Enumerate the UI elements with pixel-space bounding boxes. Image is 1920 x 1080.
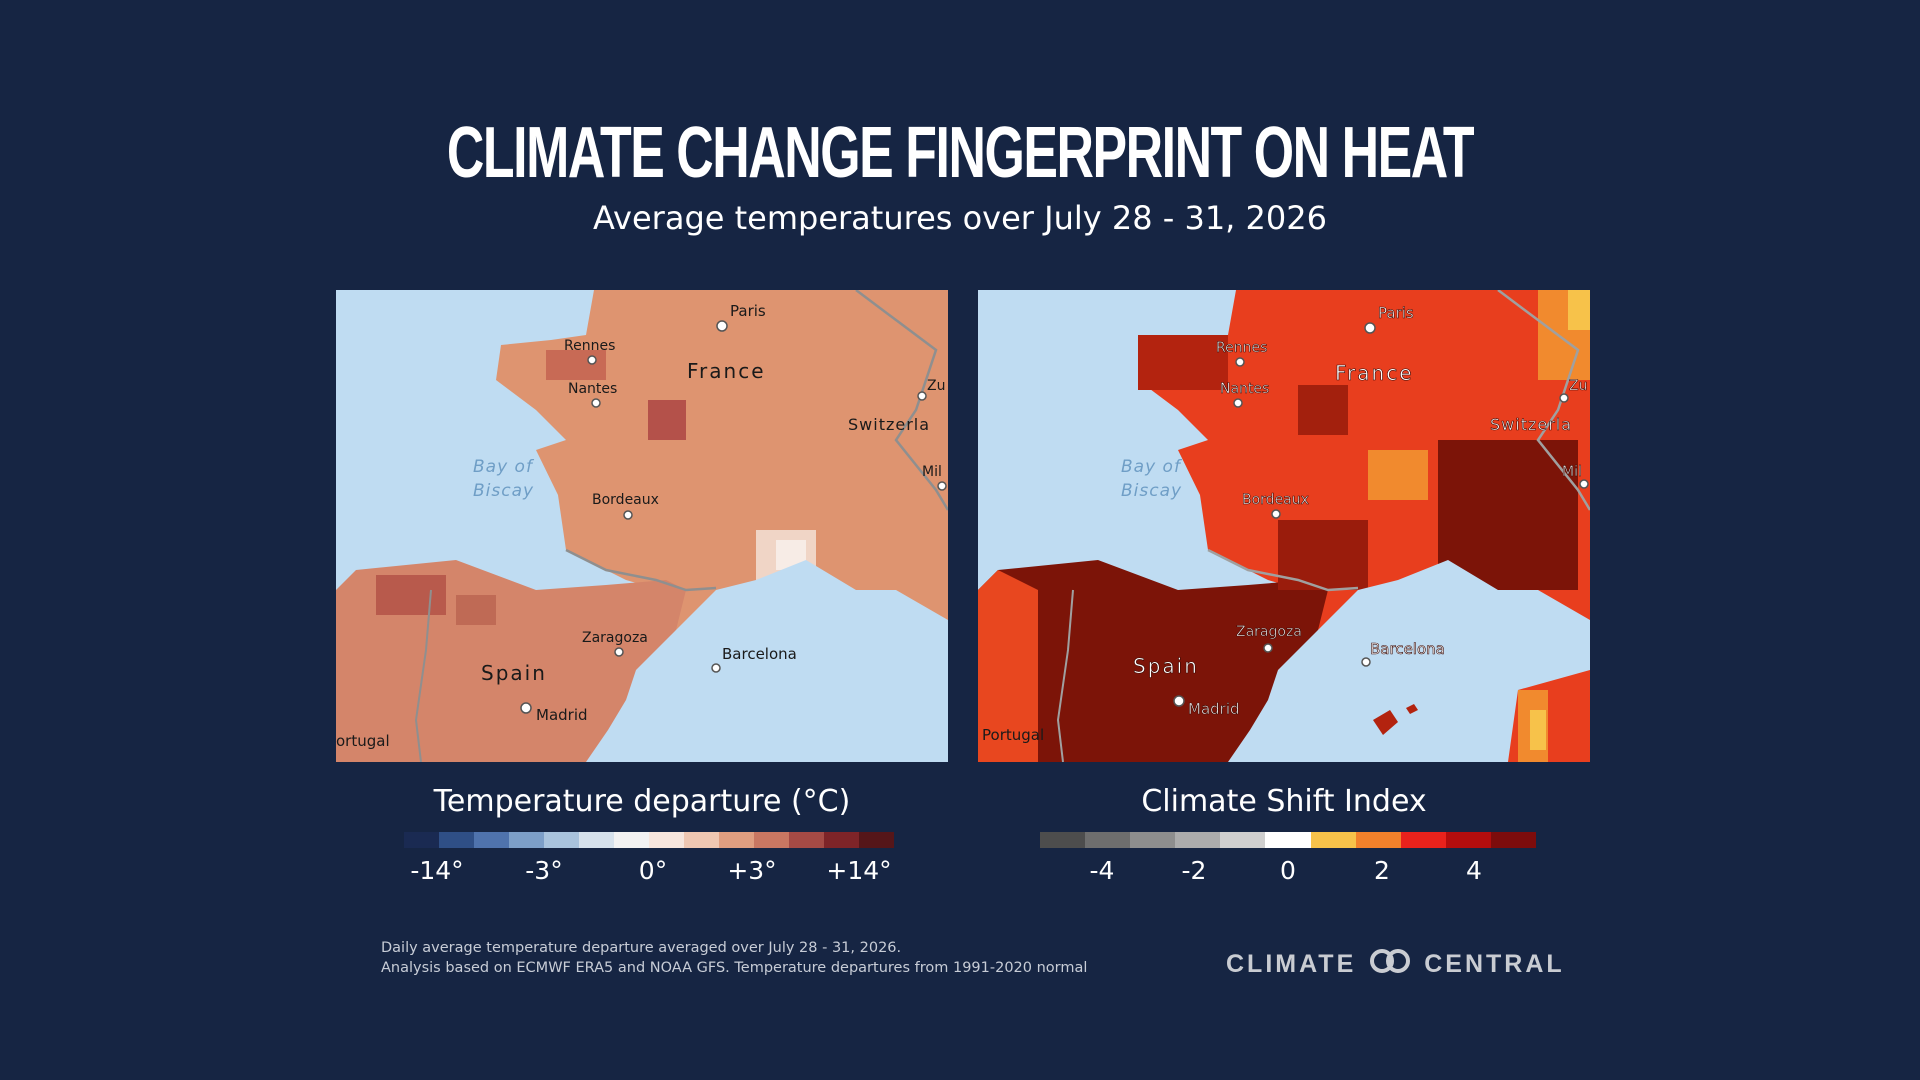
label-bordeaux: Bordeaux bbox=[592, 492, 659, 508]
legend-color-swatch bbox=[474, 832, 509, 848]
mediterranean-sea bbox=[608, 560, 948, 762]
label-zaragoza: Zaragoza bbox=[1236, 624, 1302, 640]
legend-color-swatch bbox=[1490, 832, 1537, 848]
legend-temperature-colorbar bbox=[404, 832, 894, 848]
label-bay-of: Bay of bbox=[473, 457, 535, 477]
legend-color-swatch bbox=[614, 832, 649, 848]
temperature-departure-map: Paris Rennes France Nantes Switzerla Zu … bbox=[336, 290, 948, 762]
label-barcelona: Barcelona bbox=[1370, 640, 1445, 658]
legend-csi-title: Climate Shift Index bbox=[1141, 784, 1427, 819]
legend-color-swatch bbox=[1040, 832, 1086, 848]
legend-color-swatch bbox=[1085, 832, 1131, 848]
legend-color-swatch bbox=[789, 832, 824, 848]
label-switzerland: Switzerla bbox=[1490, 415, 1572, 434]
legend-temperature-tick: +14° bbox=[826, 856, 892, 885]
legend-color-swatch bbox=[439, 832, 474, 848]
label-portugal: Portugal bbox=[982, 726, 1044, 744]
legend-color-swatch bbox=[1400, 832, 1446, 848]
legend-color-swatch bbox=[1355, 832, 1401, 848]
legend-color-swatch bbox=[509, 832, 544, 848]
legend-color-swatch bbox=[1265, 832, 1311, 848]
climate-central-logo: CLIMATE CENTRAL bbox=[1226, 948, 1565, 981]
legend-color-swatch bbox=[649, 832, 684, 848]
climate-shift-index-map: Paris Rennes France Nantes Switzerla Zu … bbox=[978, 290, 1590, 762]
label-switzerland: Switzerla bbox=[848, 415, 930, 434]
legend-temperature-tick: -14° bbox=[410, 856, 464, 885]
legend-csi-tick: -2 bbox=[1181, 856, 1207, 885]
label-portugal: ortugal bbox=[336, 732, 390, 750]
label-france: France bbox=[687, 359, 766, 383]
label-barcelona: Barcelona bbox=[722, 645, 797, 663]
legend-color-swatch bbox=[1220, 832, 1266, 848]
label-nantes: Nantes bbox=[1220, 381, 1269, 397]
legend-color-swatch bbox=[719, 832, 754, 848]
label-rennes: Rennes bbox=[1216, 340, 1267, 356]
label-france: France bbox=[1335, 361, 1414, 385]
logo-text-left: CLIMATE bbox=[1226, 950, 1357, 978]
label-spain: Spain bbox=[1133, 654, 1199, 678]
legend-csi-tick: 2 bbox=[1374, 856, 1390, 885]
legend-color-swatch bbox=[1310, 832, 1356, 848]
footnote-line-1: Daily average temperature departure aver… bbox=[381, 940, 902, 956]
footnote: Daily average temperature departure aver… bbox=[381, 938, 1087, 978]
label-bordeaux: Bordeaux bbox=[1242, 492, 1309, 508]
legend-csi-tick: 0 bbox=[1280, 856, 1296, 885]
label-spain: Spain bbox=[481, 661, 547, 685]
label-bay-of: Bay of bbox=[1121, 457, 1183, 477]
page-subtitle: Average temperatures over July 28 - 31, … bbox=[593, 199, 1327, 237]
legend-color-swatch bbox=[544, 832, 579, 848]
legend-color-swatch bbox=[824, 832, 859, 848]
label-milan: Mil bbox=[1562, 464, 1582, 480]
iberia-land bbox=[978, 560, 1328, 762]
legend-color-swatch bbox=[1175, 832, 1221, 848]
legend-color-swatch bbox=[1445, 832, 1491, 848]
label-paris: Paris bbox=[1378, 304, 1414, 322]
legend-temperature-tick: -3° bbox=[525, 856, 563, 885]
legend-csi-tick: -4 bbox=[1089, 856, 1115, 885]
legend-temperature-title: Temperature departure (°C) bbox=[433, 784, 851, 819]
label-zurich: Zu bbox=[927, 378, 945, 394]
page-title: CLIMATE CHANGE FINGERPRINT ON HEAT bbox=[446, 113, 1475, 193]
label-biscay: Biscay bbox=[473, 481, 534, 501]
label-paris: Paris bbox=[730, 302, 766, 320]
mediterranean-sea bbox=[1250, 560, 1590, 762]
logo-rings-icon bbox=[1366, 948, 1414, 981]
label-zaragoza: Zaragoza bbox=[582, 630, 648, 646]
label-madrid: Madrid bbox=[536, 706, 588, 724]
legend-csi-tick: 4 bbox=[1466, 856, 1482, 885]
legend-color-swatch bbox=[859, 832, 894, 848]
legend-temperature-tick: +3° bbox=[727, 856, 777, 885]
label-madrid: Madrid bbox=[1188, 700, 1240, 718]
legend-color-swatch bbox=[404, 832, 439, 848]
footnote-line-2: Analysis based on ECMWF ERA5 and NOAA GF… bbox=[381, 960, 1088, 976]
legend-color-swatch bbox=[579, 832, 614, 848]
label-milan: Mil bbox=[922, 464, 942, 480]
legend-csi-colorbar bbox=[1040, 832, 1537, 848]
label-nantes: Nantes bbox=[568, 381, 617, 397]
legend-color-swatch bbox=[754, 832, 789, 848]
logo-text-right: CENTRAL bbox=[1424, 950, 1565, 978]
legend-temperature-tick: 0° bbox=[638, 856, 668, 885]
legend-color-swatch bbox=[1130, 832, 1176, 848]
label-zurich: Zu bbox=[1569, 378, 1587, 394]
label-biscay: Biscay bbox=[1121, 481, 1182, 501]
legend-color-swatch bbox=[684, 832, 719, 848]
label-rennes: Rennes bbox=[564, 338, 615, 354]
